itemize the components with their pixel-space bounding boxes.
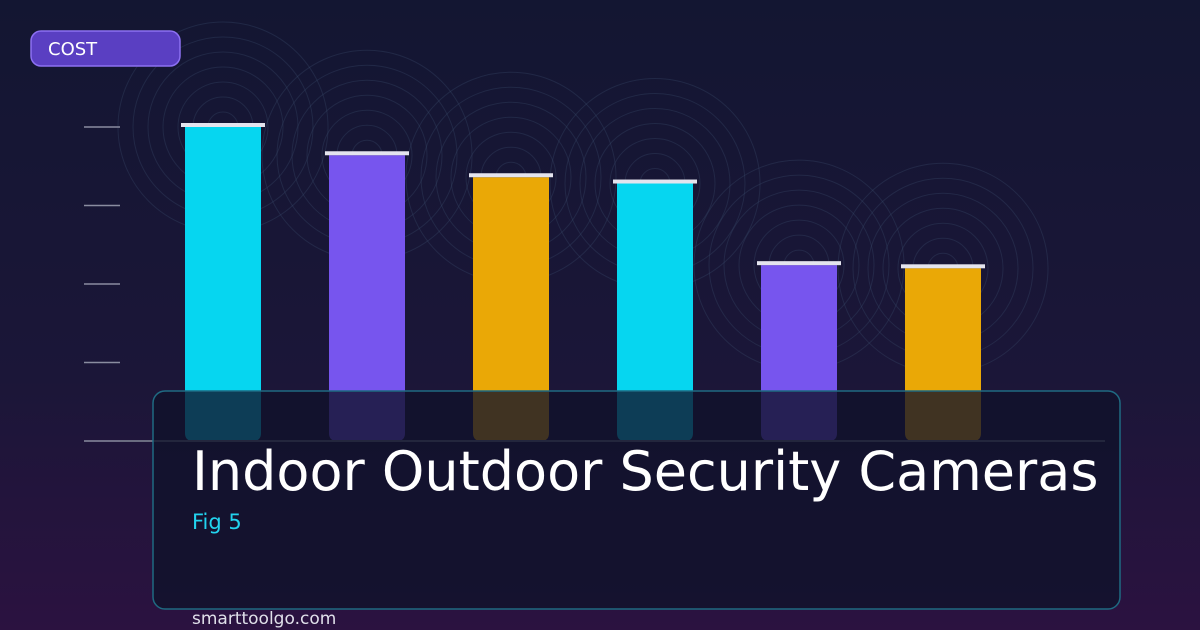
bar-cap [901, 264, 985, 269]
bar-cap [613, 179, 697, 184]
bar [329, 155, 405, 441]
bars [181, 123, 985, 442]
axis [84, 126, 120, 442]
bar [473, 177, 549, 442]
bar [185, 127, 261, 441]
bar-cap [325, 151, 409, 156]
bar-cap [757, 261, 841, 266]
bar [617, 183, 693, 441]
bar-cap [469, 173, 553, 178]
source: smarttoolgo.com [192, 609, 336, 629]
chart-title: Indoor Outdoor Security Cameras [192, 440, 1098, 503]
title-panel [152, 390, 1121, 610]
chart-subtitle: Fig 5 [192, 510, 242, 534]
y-label-badge [30, 30, 181, 67]
bar-cap [181, 123, 265, 127]
y-axis-label: COST [48, 39, 98, 60]
